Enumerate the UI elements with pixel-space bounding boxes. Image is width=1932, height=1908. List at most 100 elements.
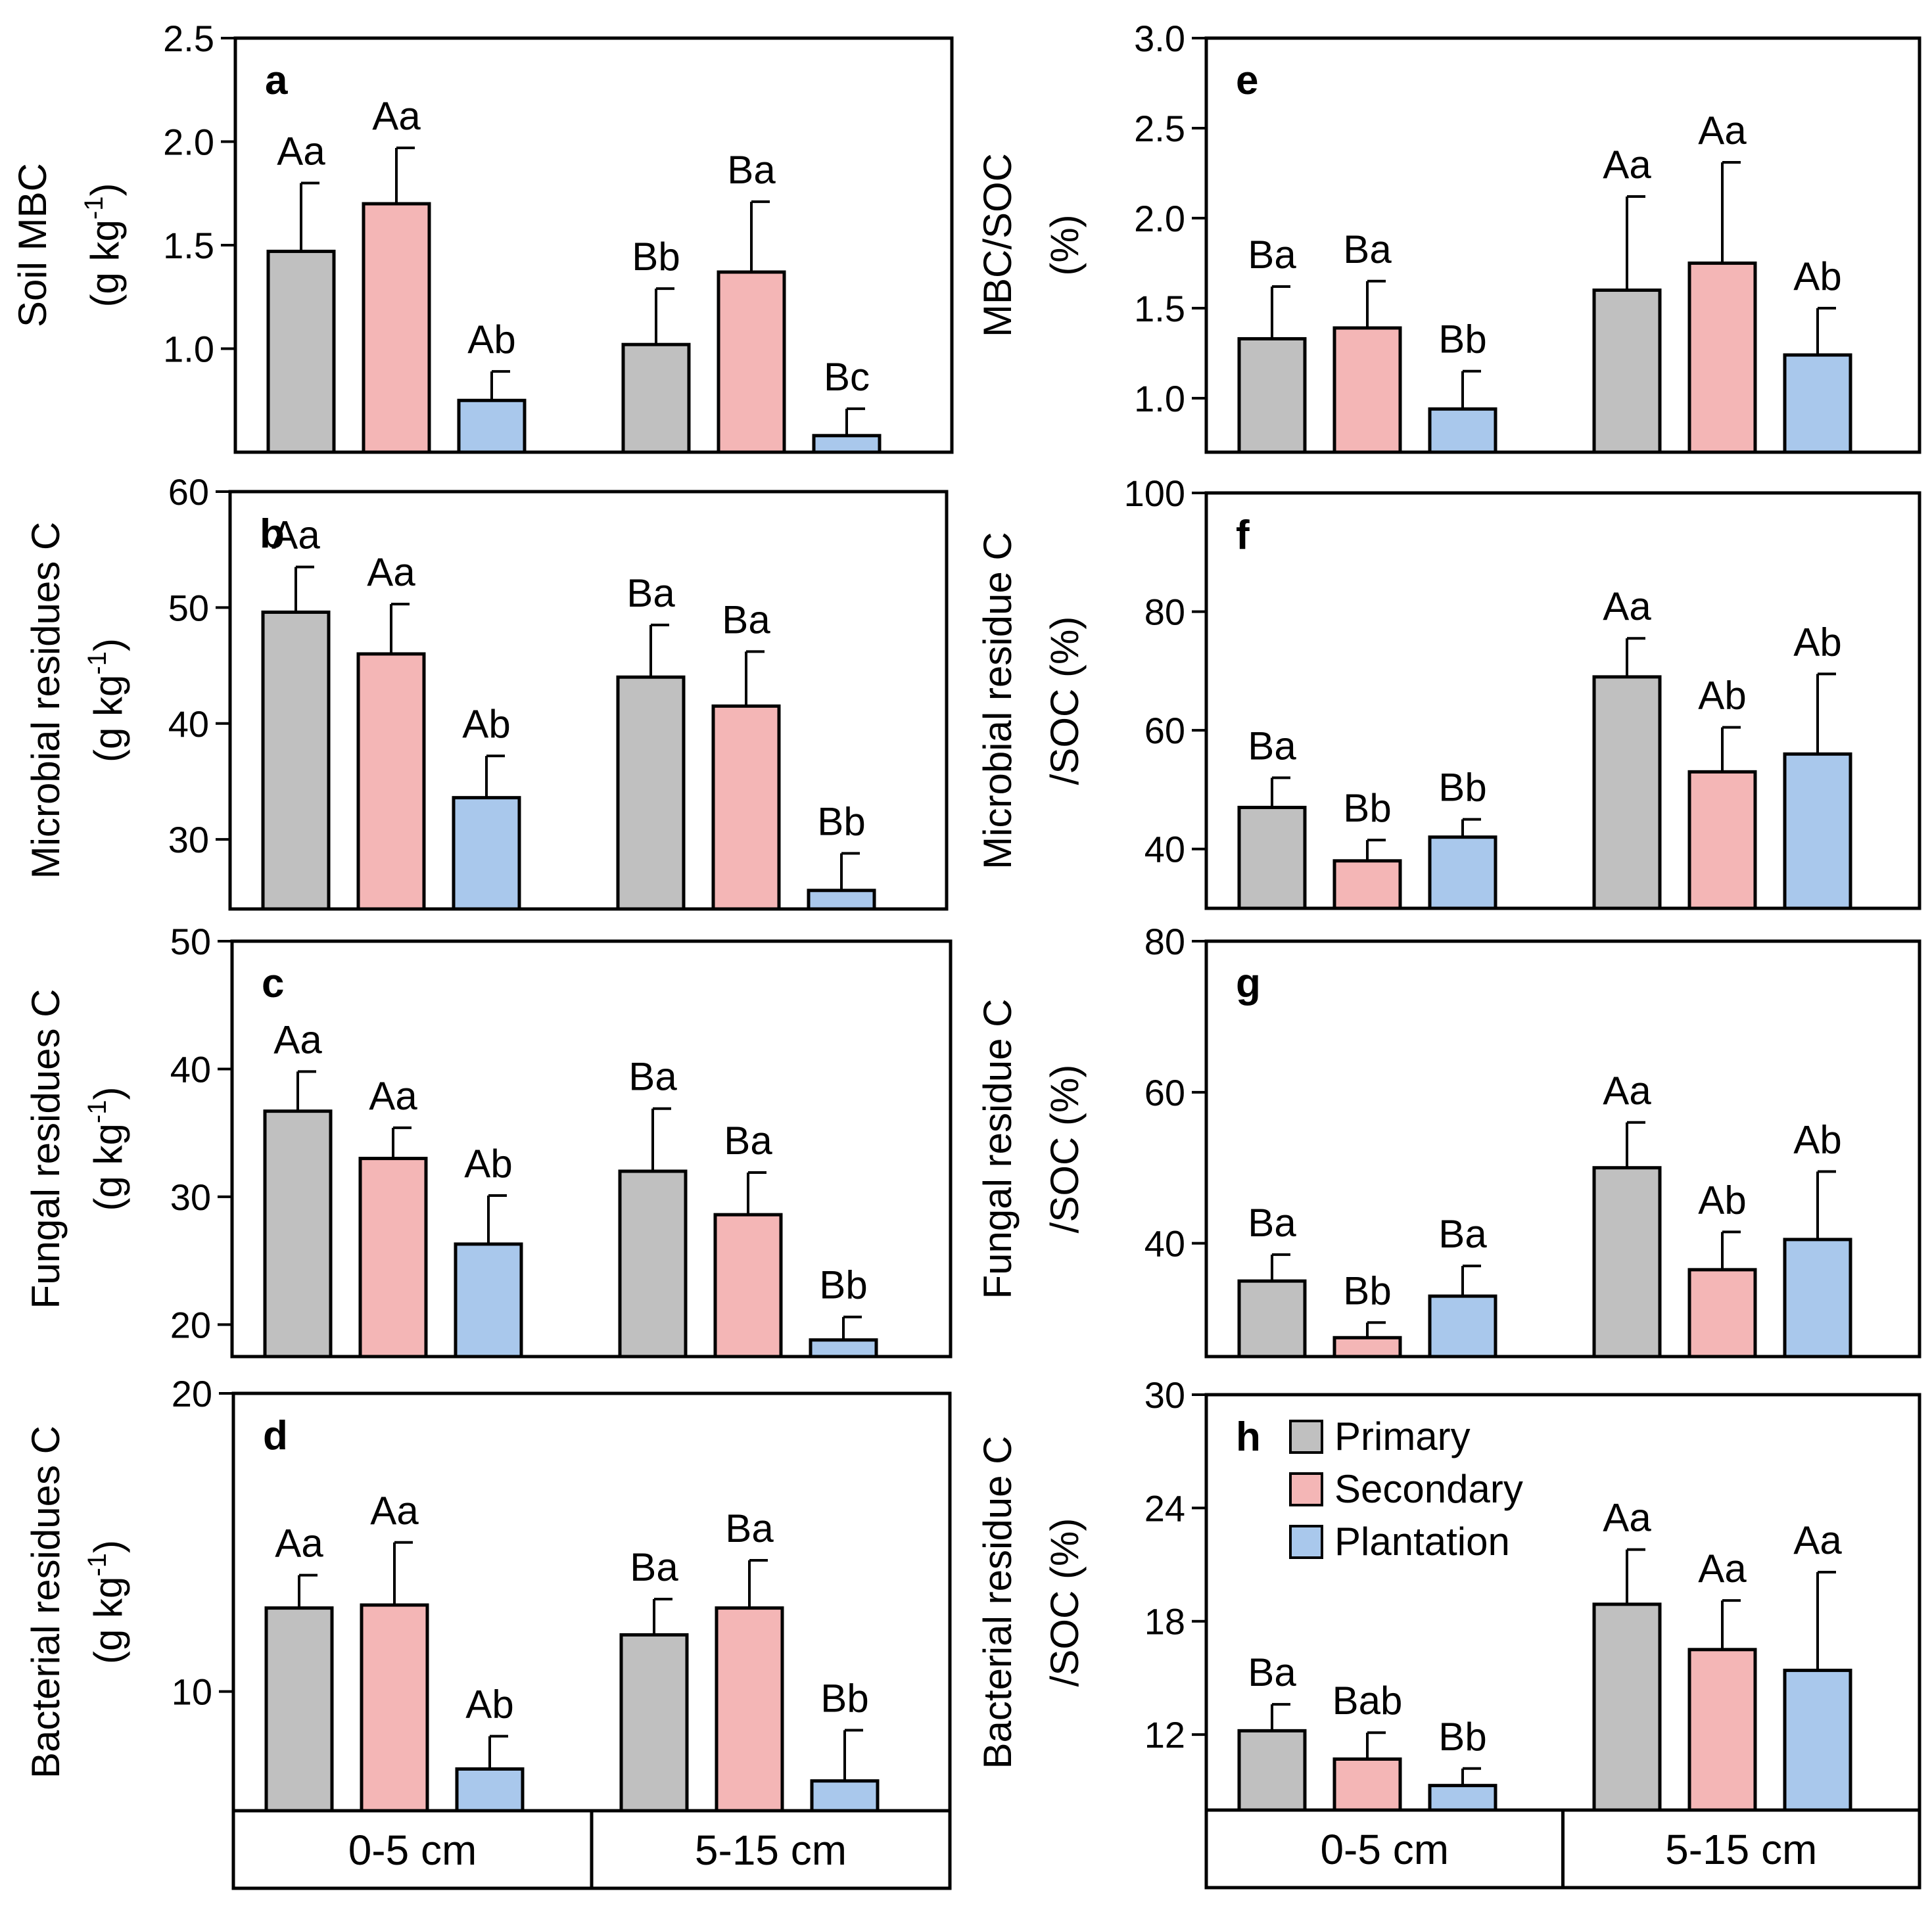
- y-tick-label-g-0: 40: [1144, 1223, 1185, 1265]
- panel-c: 20 30 40 50 c Fungal residues C (g kg-1) Aa Ba Aa…: [24, 921, 953, 1359]
- panel-letter-b: b: [260, 511, 285, 557]
- sig-letter-c-primary-0: Aa: [273, 1017, 322, 1061]
- bar-g-primary-1: [1592, 1166, 1662, 1359]
- y-tick-label-b-3: 60: [168, 471, 209, 513]
- sig-letter-g-primary-0: Ba: [1248, 1201, 1296, 1245]
- sig-letter-h-secondary-0: Bab: [1332, 1679, 1403, 1723]
- sig-letter-a-secondary-1: Ba: [727, 148, 776, 192]
- bar-h-secondary-1: [1687, 1648, 1757, 1812]
- sig-letter-a-primary-0: Aa: [277, 129, 325, 174]
- y-unit-exponent-d: -1: [83, 1553, 112, 1577]
- bar-c-plantation-1: [809, 1338, 878, 1359]
- sig-letter-d-plantation-1: Bb: [820, 1677, 868, 1721]
- y-axis-unit-d: (g kg-1): [83, 1540, 130, 1664]
- y-tick-label-e-2: 2.0: [1134, 198, 1185, 239]
- panel-d: 10 20 d Bacterial residues C (g kg-1) Aa Ba Aa B…: [24, 1373, 952, 1813]
- y-unit-close-c: ): [86, 1087, 130, 1100]
- y-tick-label-e-4: 3.0: [1134, 18, 1185, 59]
- bar-b-primary-1: [616, 675, 686, 911]
- bar-h-primary-0: [1237, 1729, 1307, 1812]
- sig-letter-e-plantation-1: Ab: [1793, 254, 1841, 298]
- bar-g-secondary-0: [1332, 1336, 1402, 1359]
- y-tick-label-f-1: 60: [1144, 710, 1185, 751]
- panel-letter-c: c: [262, 961, 284, 1006]
- bar-b-secondary-1: [711, 704, 781, 911]
- sig-letter-e-secondary-1: Aa: [1698, 108, 1747, 152]
- y-axis-unit-h: /SOC (%): [1043, 1518, 1087, 1687]
- y-unit-part-b: (g kg: [86, 675, 130, 762]
- y-axis-label-e: MBC/SOC: [976, 153, 1020, 337]
- legend-swatch-plantation: [1289, 1525, 1323, 1559]
- bar-b-secondary-0: [356, 652, 426, 911]
- y-axis-unit-b: (g kg-1): [83, 638, 130, 762]
- sig-letter-b-secondary-0: Aa: [367, 550, 415, 594]
- y-tick-label-d-0: 10: [172, 1671, 212, 1713]
- bar-c-secondary-0: [358, 1157, 428, 1359]
- y-tick-label-h-0: 12: [1144, 1714, 1185, 1756]
- bar-a-plantation-0: [457, 398, 527, 454]
- sig-letter-c-secondary-0: Aa: [369, 1074, 417, 1118]
- bar-h-plantation-0: [1428, 1784, 1497, 1812]
- y-unit-exponent-a: -1: [80, 197, 108, 220]
- panel-letter-d: d: [263, 1413, 288, 1458]
- panel-frame-c: [230, 939, 953, 1359]
- y-unit-exponent-c: -1: [83, 1100, 112, 1124]
- legend-label-secondary: Secondary: [1334, 1467, 1523, 1511]
- sig-letter-g-plantation-1: Ab: [1793, 1117, 1841, 1161]
- bar-d-secondary-1: [715, 1606, 784, 1813]
- legend: Primary Secondary Plantation: [1289, 1414, 1523, 1564]
- panel-b: 30 40 50 60 b Microbial residues C (g kg-1) Aa B…: [24, 471, 949, 911]
- bar-d-primary-0: [264, 1606, 334, 1813]
- sig-letter-d-secondary-1: Ba: [725, 1506, 774, 1550]
- sig-letter-h-plantation-1: Aa: [1793, 1518, 1842, 1562]
- y-tick-label-b-0: 30: [168, 819, 209, 860]
- bar-c-primary-0: [263, 1109, 333, 1359]
- y-tick-label-b-1: 40: [168, 703, 209, 745]
- y-axis-label-d: Bacterial residues C: [24, 1426, 68, 1779]
- sig-letter-e-primary-1: Aa: [1603, 143, 1651, 187]
- y-tick-label-h-2: 24: [1144, 1487, 1185, 1529]
- bar-f-secondary-0: [1332, 859, 1402, 910]
- panel-frame-g: [1204, 939, 1921, 1359]
- bar-h-plantation-1: [1783, 1668, 1852, 1812]
- bar-e-secondary-1: [1687, 261, 1757, 454]
- y-tick-label-e-0: 1.0: [1134, 378, 1185, 419]
- y-axis-unit-g: /SOC (%): [1043, 1065, 1087, 1234]
- sig-letter-f-secondary-1: Ab: [1698, 674, 1746, 718]
- sig-letter-g-secondary-0: Bb: [1343, 1268, 1391, 1313]
- bar-d-secondary-0: [360, 1603, 429, 1813]
- panel-letter-e: e: [1236, 58, 1258, 103]
- y-tick-label-a-3: 2.5: [163, 18, 214, 59]
- bar-b-plantation-1: [807, 889, 876, 911]
- sig-letter-h-plantation-0: Bb: [1438, 1715, 1486, 1759]
- y-axis-label-c: Fungal residues C: [24, 989, 68, 1309]
- y-tick-label-a-1: 1.5: [163, 225, 214, 266]
- depth-label-left-0: 0-5 cm: [348, 1827, 477, 1874]
- sig-letter-f-secondary-0: Bb: [1343, 786, 1391, 830]
- depth-label-right-1: 5-15 cm: [1665, 1826, 1817, 1873]
- y-tick-label-f-3: 100: [1124, 473, 1185, 514]
- y-unit-part-c: (g kg: [86, 1123, 130, 1211]
- y-tick-label-h-1: 18: [1144, 1601, 1185, 1642]
- sig-letter-a-plantation-0: Ab: [467, 317, 515, 361]
- depth-boxes-right: 0-5 cm 5-15 cm: [1204, 1808, 1921, 1890]
- bar-g-plantation-1: [1783, 1238, 1852, 1359]
- sig-letter-g-secondary-1: Ab: [1698, 1178, 1746, 1222]
- y-axis-label-f: Microbial residue C: [976, 532, 1020, 870]
- depth-label-left-1: 5-15 cm: [695, 1827, 847, 1874]
- bar-d-primary-1: [619, 1633, 689, 1813]
- bar-h-secondary-0: [1332, 1757, 1402, 1812]
- sig-letter-f-primary-1: Aa: [1603, 584, 1651, 628]
- sig-letter-d-plantation-0: Ab: [465, 1683, 513, 1727]
- sig-letter-b-primary-0: Aa: [271, 513, 320, 557]
- sig-letter-c-plantation-0: Ab: [464, 1142, 512, 1186]
- y-tick-label-c-3: 50: [170, 921, 211, 962]
- bar-a-secondary-0: [362, 202, 431, 454]
- y-unit-close-d: ): [86, 1540, 130, 1553]
- sig-letter-e-primary-0: Ba: [1248, 233, 1296, 277]
- legend-label-primary: Primary: [1334, 1414, 1471, 1458]
- y-tick-label-d-1: 20: [172, 1373, 212, 1414]
- sig-letter-a-secondary-0: Aa: [372, 94, 421, 138]
- y-tick-label-c-1: 30: [170, 1176, 211, 1218]
- y-axis-label-a: Soil MBC: [11, 163, 55, 327]
